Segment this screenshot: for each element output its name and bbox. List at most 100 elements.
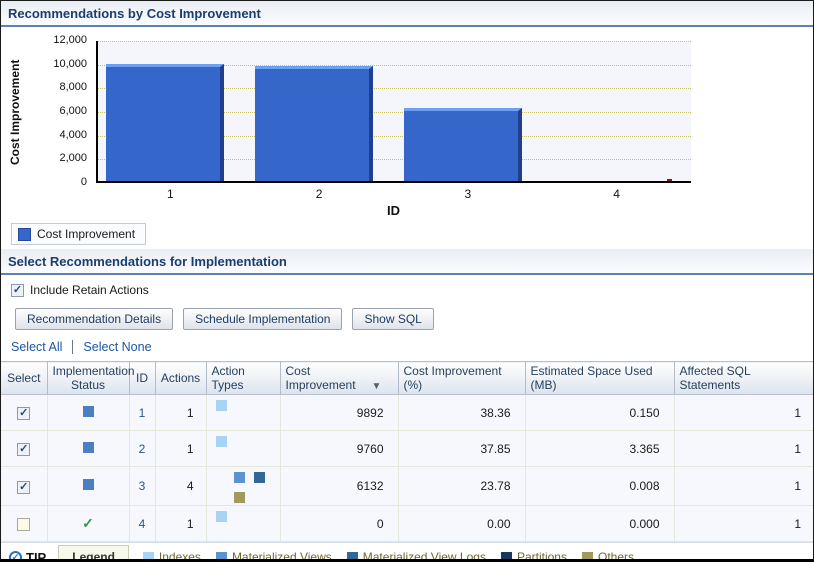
chart-section-title: Recommendations by Cost Improvement xyxy=(8,5,261,21)
space-used-cell: 0.000 xyxy=(524,505,675,542)
gridline xyxy=(98,41,691,42)
id-cell: 4 xyxy=(128,505,156,542)
column-header-estimated-space-used-mb[interactable]: Estimated Space Used (MB) xyxy=(525,361,675,395)
actions-count-cell: 1 xyxy=(154,430,207,467)
cost-improvement-cell: 9760 xyxy=(279,430,399,467)
partitions-icon xyxy=(500,551,512,559)
table-header: Select Implementation Status ID Actions Acti… xyxy=(1,361,813,395)
indexes-icon xyxy=(215,400,227,411)
include-retain-label: Include Retain Actions xyxy=(30,283,149,297)
cost-improvement-bar[interactable] xyxy=(255,66,374,181)
gridline xyxy=(98,135,691,137)
select-section-title: Select Recommendations for Implementatio… xyxy=(8,253,287,269)
table-body: ✓ 1 1 9892 38.36 0.150 1 ✓ 2 1 9760 37.85 3.365 1 ✓ 3 4 6… xyxy=(1,394,813,542)
show-sql-button[interactable]: Show SQL xyxy=(352,308,434,330)
action-types-icons xyxy=(215,400,262,411)
zero-value-marker xyxy=(666,179,672,181)
column-header-label: Implementation Status xyxy=(52,364,135,392)
implementation-status-cell xyxy=(46,394,130,431)
recommendation-details-button[interactable]: Recommendation Details xyxy=(15,308,174,330)
column-header-actions[interactable]: Actions xyxy=(155,361,207,395)
legend-item-partitions: Partitions xyxy=(500,550,567,562)
legend-item-label: Materialized Views xyxy=(231,550,332,562)
recommendation-id-link[interactable]: 2 xyxy=(138,441,146,456)
status-pending-icon xyxy=(82,479,94,490)
link-separator xyxy=(72,340,74,354)
legend-item-indexes: Indexes xyxy=(142,550,201,562)
affected-sql-cell: 1 xyxy=(673,430,813,467)
y-tick-label: 12,000 xyxy=(53,34,87,46)
column-header-cost-improvement[interactable]: Cost Improvement ▼ xyxy=(280,361,399,395)
cost-improvement-bar[interactable] xyxy=(106,64,225,181)
tip-label: TIP xyxy=(26,549,47,562)
implementation-status-cell xyxy=(46,466,130,506)
select-cell: ✓ xyxy=(1,505,48,542)
indexes-icon xyxy=(215,436,227,447)
status-implemented-icon: ✓ xyxy=(82,515,94,531)
legend-swatch-icon xyxy=(18,227,31,241)
column-header-action-types[interactable]: Action Types xyxy=(206,361,281,395)
table-header-row: Select Implementation Status ID Actions Acti… xyxy=(1,361,813,395)
column-header-select[interactable]: Select xyxy=(1,361,48,395)
row-select-checkbox[interactable]: ✓ xyxy=(17,407,31,420)
legend-item-materialized-view-logs: Materialized View Logs xyxy=(346,550,486,559)
include-retain-checkbox[interactable]: ✓ xyxy=(11,283,24,297)
y-tick-label: 10,000 xyxy=(53,57,87,70)
y-tick-label: 2,000 xyxy=(59,152,87,165)
affected-sql-cell: 1 xyxy=(673,505,813,542)
select-all-link[interactable]: Select All xyxy=(11,340,63,354)
action-types-cell xyxy=(205,505,281,542)
status-pending-icon xyxy=(82,405,94,417)
table-row: ✓ 3 4 6132 23.78 0.008 1 xyxy=(1,466,813,506)
tip-check-icon: ✓ xyxy=(9,550,22,559)
action-types-cell xyxy=(205,430,281,467)
actions-count-cell: 1 xyxy=(154,394,207,431)
column-header-cost-improvement[interactable]: Cost Improvement (%) xyxy=(398,361,526,395)
row-select-checkbox[interactable]: ✓ xyxy=(17,443,31,456)
y-tick-label: 4,000 xyxy=(59,128,87,141)
others-icon xyxy=(581,551,593,559)
column-header-affected-sql-statements[interactable]: Affected SQL Statements xyxy=(674,361,813,395)
column-header-implementation-status[interactable]: Implementation Status xyxy=(47,361,135,395)
recommendation-id-link[interactable]: 1 xyxy=(138,405,146,420)
actions-count-cell: 4 xyxy=(154,466,207,506)
affected-sql-cell: 1 xyxy=(673,466,813,506)
select-none-link[interactable]: Select None xyxy=(83,340,152,354)
chart-legend-label: Cost Improvement xyxy=(37,227,136,241)
y-axis-title: Cost Improvement xyxy=(8,59,22,165)
recommendation-id-link[interactable]: 4 xyxy=(138,516,146,531)
x-axis-labels: 1 2 3 4 xyxy=(96,187,691,203)
table-row: ✓ 1 1 9892 38.36 0.150 1 xyxy=(1,394,813,431)
legend-item-others: Others xyxy=(581,550,634,559)
row-select-checkbox[interactable]: ✓ xyxy=(17,518,31,531)
recommendation-id-link[interactable]: 3 xyxy=(138,479,146,493)
cost-improvement-cell: 9892 xyxy=(279,394,399,431)
selection-links-row: Select All Select None xyxy=(11,340,813,354)
legend-item-label: Indexes xyxy=(158,550,201,562)
select-cell: ✓ xyxy=(1,394,48,431)
column-header-label: Cost Improvement (%) xyxy=(403,364,502,392)
cost-improvement-cell: 0 xyxy=(279,505,399,542)
action-types-icons xyxy=(233,472,280,503)
include-retain-row: ✓ Include Retain Actions xyxy=(11,281,813,299)
x-tick-label: 1 xyxy=(167,187,174,201)
legend-item-label: Partitions xyxy=(516,550,567,562)
cost-improvement-bar[interactable] xyxy=(403,108,522,181)
legend-chip: Legend xyxy=(58,545,129,559)
column-header-label: Actions xyxy=(160,371,201,385)
id-cell: 1 xyxy=(128,394,156,431)
indexes-icon xyxy=(142,551,154,559)
column-header-label: Affected SQL Statements xyxy=(679,364,751,392)
action-buttons-row: Recommendation Details Schedule Implement… xyxy=(15,308,813,330)
column-header-label: Action Types xyxy=(211,364,245,392)
select-cell: ✓ xyxy=(1,466,48,506)
affected-sql-cell: 1 xyxy=(673,394,813,431)
gridline xyxy=(98,64,691,66)
materialized-view-logs-icon xyxy=(253,472,265,483)
y-tick-label: 8,000 xyxy=(59,81,87,94)
cost-improvement-pct-cell: 0.00 xyxy=(397,505,526,542)
action-types-cell xyxy=(205,394,281,431)
chart-plot xyxy=(96,41,691,183)
row-select-checkbox[interactable]: ✓ xyxy=(17,480,31,494)
schedule-implementation-button[interactable]: Schedule Implementation xyxy=(183,308,343,330)
